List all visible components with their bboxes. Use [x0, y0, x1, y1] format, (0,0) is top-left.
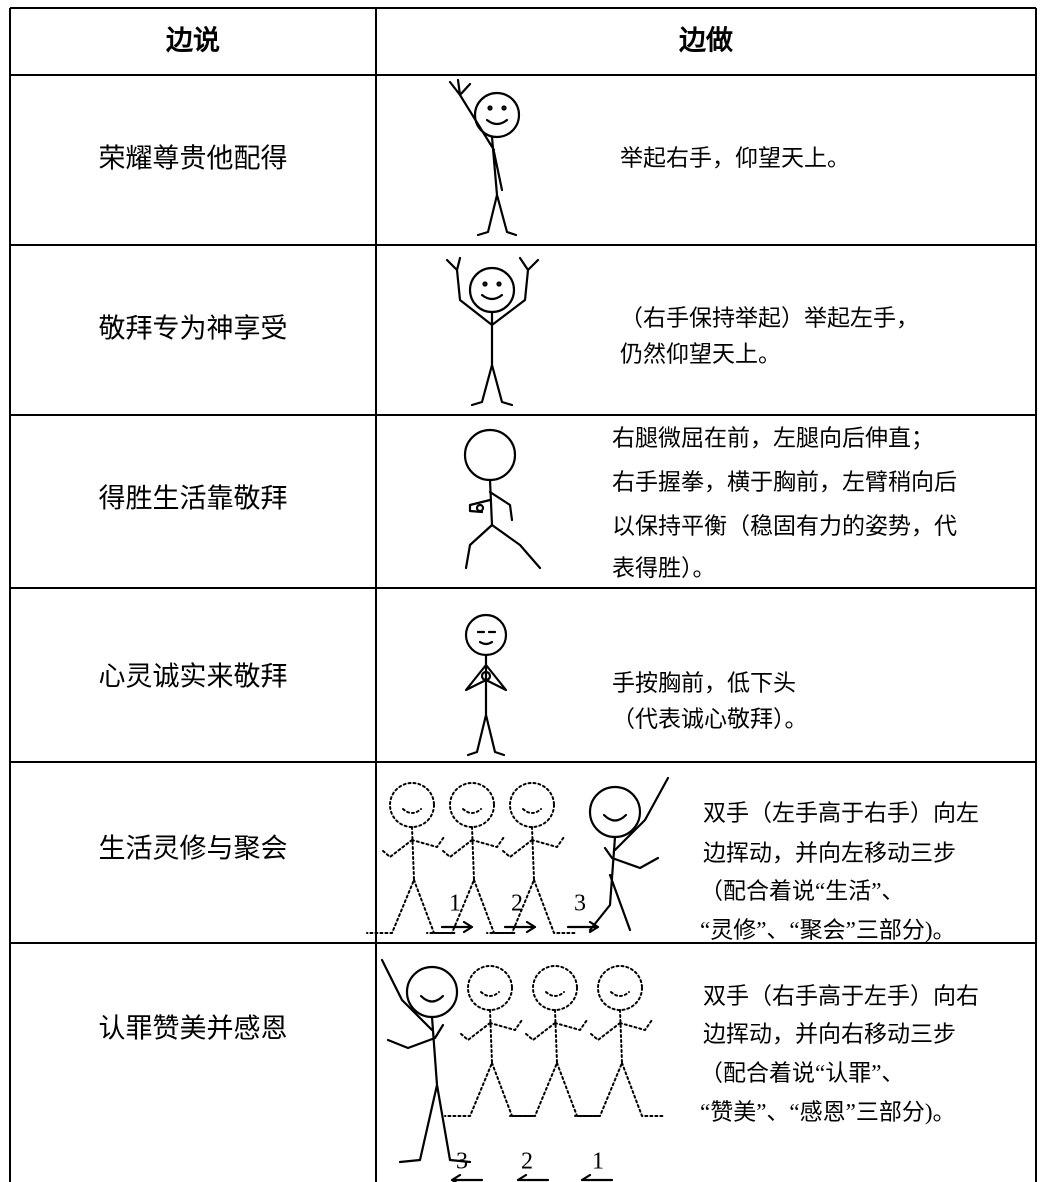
step-label: 2	[511, 891, 523, 917]
say-cell: 认罪赞美并感恩	[99, 1014, 288, 1045]
do-text: 手按胸前，低下头	[612, 670, 796, 695]
table-grid	[9, 7, 1037, 1182]
stick-figure	[588, 776, 670, 932]
stick-figure	[366, 782, 578, 934]
header-cell: 边说	[166, 26, 220, 57]
step-label: 1	[449, 891, 461, 917]
header-cell: 边做	[679, 26, 733, 57]
do-text: （配合着说“生活”、	[700, 878, 904, 903]
do-text: 右手握拳，横于胸前，左臂稍向后	[612, 469, 957, 494]
say-cell: 生活灵修与聚会	[99, 834, 288, 865]
say-cell: 荣耀尊贵他配得	[99, 144, 288, 175]
say-cell: 敬拜专为神享受	[99, 314, 288, 345]
do-text: （代表诚心敬拜）。	[612, 706, 808, 731]
stick-figure	[464, 613, 508, 757]
stick-figure	[463, 428, 542, 570]
stick-figure	[380, 958, 472, 1164]
do-text: “赞美”、“感恩”三部分)。	[700, 1099, 956, 1124]
do-text: 举起右手，仰望天上。	[620, 145, 850, 170]
say-cell: 得胜生活靠敬拜	[99, 484, 288, 515]
step-arrows	[450, 1173, 614, 1182]
do-text: 双手（左手高于右手）向左	[703, 800, 979, 825]
do-text: 双手（右手高于左手）向右	[703, 983, 979, 1008]
do-text: 表得胜）。	[612, 555, 716, 580]
do-text: 以保持平衡（稳固有力的姿势，代	[612, 513, 957, 538]
step-label: 2	[521, 1149, 533, 1175]
step-label: 3	[456, 1149, 468, 1175]
step-label: 1	[592, 1149, 604, 1175]
stick-figure	[445, 256, 540, 407]
step-label: 3	[574, 891, 586, 917]
stick-figure	[448, 78, 521, 237]
do-text: 仍然仰望天上。	[620, 341, 781, 366]
do-text: 右腿微屈在前，左腿向后伸直；	[612, 425, 934, 450]
step-arrows	[440, 920, 600, 934]
say-cell: 心灵诚实来敬拜	[99, 662, 288, 693]
stick-figure	[444, 965, 666, 1117]
do-text: 边挥动，并向右移动三步	[703, 1021, 956, 1046]
do-text: “灵修”、“聚会”三部分)。	[700, 917, 956, 942]
do-text: （右手保持举起）举起左手，	[620, 305, 919, 330]
do-text: 边挥动，并向左移动三步	[703, 840, 956, 865]
do-text: （配合着说“认罪”、	[700, 1060, 904, 1085]
